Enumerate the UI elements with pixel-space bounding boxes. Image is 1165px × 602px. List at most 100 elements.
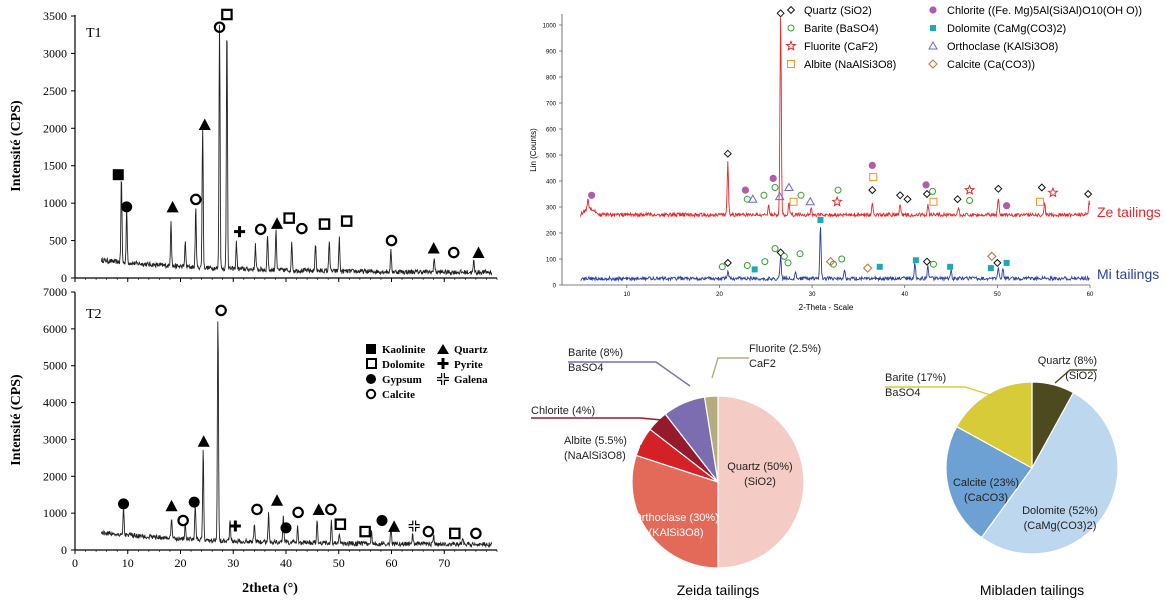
pie-slice-dolomite [980, 391, 1119, 555]
chlorite-peak-marker [868, 161, 876, 169]
legend-barite-icon [787, 24, 795, 32]
leader-line [885, 386, 1001, 399]
legend-chlorite-icon [929, 6, 937, 14]
orthoclase-peak-marker [805, 196, 816, 206]
gypsum-peak-marker [280, 522, 292, 534]
gypsum-peak-marker [118, 498, 130, 510]
pie-sublabel: (NaAlSi3O8) [564, 450, 626, 462]
pie-slice-orthoclase [631, 454, 719, 569]
quartz-peak-marker [922, 189, 932, 199]
dolomite-peak-marker [283, 212, 295, 224]
pie-sublabel: (SiO2) [744, 476, 776, 488]
ze-tailings-line [580, 17, 1091, 219]
chlorite-peak-marker [1003, 202, 1011, 210]
quartz-peak-marker [1084, 189, 1093, 199]
quartz-peak-marker [776, 9, 785, 18]
y-tick-label: 500 [49, 234, 67, 248]
barite-peak-marker [929, 260, 937, 268]
dolomite-peak-marker [947, 263, 954, 270]
quartz-peak-marker [270, 494, 284, 506]
ze-mi-xrd-chart: 0 100 200 300 400 500 600 700 800 900 1000 10 20 30 40… [529, 5, 1161, 312]
pie-label: Albite (5.5%) [564, 435, 627, 447]
barite-peak-marker [761, 258, 769, 266]
barite-peak-marker [780, 252, 788, 260]
legend-dolomite: Dolomite [382, 359, 425, 371]
legend-fluorite-icon [785, 40, 797, 51]
t1-diffractogram-line [100, 24, 493, 277]
mi-tailings-label: Mi tailings [1097, 266, 1159, 282]
quartz-peak-marker [868, 185, 877, 195]
pie-label: Quartz (50%) [727, 461, 792, 473]
t2-y-axis-label: Intensité (CPS) [9, 374, 24, 466]
orthoclase-peak-marker [774, 191, 785, 201]
xrd-x-tick-label: 50 [994, 292, 1001, 298]
xrd-x-tick-label: 40 [901, 292, 908, 298]
xrd-x-tick-label: 10 [623, 292, 630, 298]
dolomite-peak-marker [359, 525, 371, 538]
calcite-peak-marker [325, 503, 337, 516]
quartz-peak-marker [198, 118, 211, 131]
pie-slice-calcite [945, 425, 1033, 539]
dolomite-peak-marker [817, 217, 824, 223]
legend-gypsum: Gypsum [382, 374, 422, 386]
quartz-peak-marker [166, 200, 179, 213]
legend-quartz: Quartz [454, 344, 488, 356]
pie-label: Chlorite (4%) [531, 405, 595, 417]
t2-title: T2 [86, 307, 102, 322]
legend-dolomite-icon [930, 25, 936, 31]
legend-kaolinite-icon [366, 344, 376, 354]
barite-peak-marker [929, 187, 937, 195]
calcite-peak-marker [213, 21, 226, 34]
xrd-y-tick-label: 700 [546, 102, 557, 108]
calcite-peak-marker [251, 503, 263, 516]
barite-peak-marker [771, 245, 779, 253]
t1-xrd-chart: 0 500 1000 1500 2000 2500 3000 3500 T1 Intensit… [9, 8, 498, 285]
xrd-y-tick-label: 400 [546, 180, 557, 186]
dolomite-peak-marker [334, 518, 347, 530]
quartz-peak-marker [776, 248, 785, 257]
xrd-y-axis-label: Lin (Counts) [529, 128, 538, 172]
barite-peak-marker [771, 184, 779, 191]
quartz-peak-marker [165, 499, 178, 512]
y-tick-label: 1000 [43, 506, 67, 520]
mibladen-pie-chart: Quartz (8%) (SiO2) Dolomite (52%) (CaMg(CO3… [885, 355, 1119, 555]
x-tick-label: 30 [227, 556, 239, 570]
barite-peak-marker [966, 197, 974, 204]
calcite-peak-marker [987, 251, 997, 262]
legend-orthoclase: Orthoclase (KAlSi3O8) [947, 41, 1058, 53]
gypsum-peak-marker [188, 496, 200, 508]
dolomite-peak-marker [449, 527, 461, 540]
xrd-y-tick-label: 300 [546, 206, 557, 212]
pyrite-peak-marker [229, 520, 241, 532]
albite-peak-marker [869, 173, 878, 182]
legend-albite-icon [787, 60, 795, 68]
barite-peak-marker [760, 191, 768, 199]
t1-title: T1 [86, 26, 102, 41]
pie-label: Dolomite (52%) [1022, 505, 1098, 517]
quartz-peak-marker [312, 503, 325, 515]
pie-sublabel: (CaCO3) [964, 492, 1008, 504]
quartz-peak-marker [1037, 183, 1046, 192]
dolomite-peak-marker [318, 218, 331, 230]
fluorite-peak-marker [963, 184, 976, 195]
pie-label: Barite (8%) [568, 347, 623, 359]
y-tick-label: 2000 [43, 121, 67, 135]
y-tick-label: 3500 [43, 9, 67, 23]
calcite-peak-marker [190, 193, 202, 206]
zeida-pie-chart: Quartz (50%) (SiO2) Orthoclase (30%) (KAlSi… [531, 343, 821, 569]
pie-sublabel: (KAlSi3O8) [648, 527, 703, 539]
xrd-y-tick-label: 200 [546, 232, 557, 238]
quartz-peak-marker [903, 195, 912, 204]
xrd-x-tick-label: 20 [716, 292, 723, 298]
dolomite-peak-marker [751, 266, 758, 273]
quartz-peak-marker [953, 195, 962, 204]
dolomite-peak-marker [340, 215, 353, 227]
pie-sublabel: BaSO4 [885, 387, 920, 399]
calcite-peak-marker [177, 514, 189, 527]
gypsum-peak-marker [376, 515, 388, 527]
fluorite-peak-marker [831, 195, 843, 207]
quartz-peak-marker [197, 435, 210, 447]
albite-peak-marker [789, 197, 798, 206]
y-tick-label: 5000 [43, 359, 67, 373]
fluorite-peak-marker [1047, 186, 1059, 198]
